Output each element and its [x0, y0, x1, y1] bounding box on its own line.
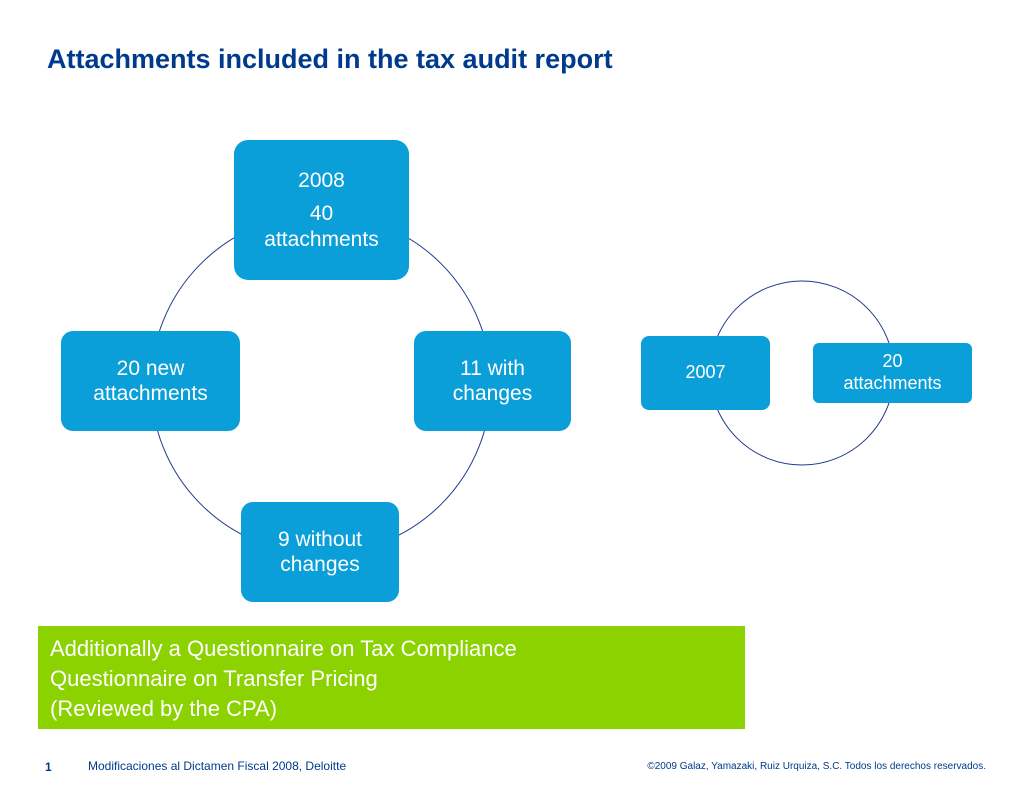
box-2007-year: 2007	[685, 362, 726, 383]
page-number: 1	[45, 760, 52, 774]
note-line-3: (Reviewed by the CPA)	[50, 696, 278, 721]
box-new-attachments-line1: 20 new	[116, 356, 185, 380]
box-2007-count: 20	[882, 351, 903, 372]
slide-title: Attachments included in the tax audit re…	[47, 44, 613, 74]
box-2007-attachments: 20 attachments	[813, 343, 972, 403]
box-2007: 2007	[641, 336, 770, 410]
box-without-changes-line1: 9 without	[277, 527, 363, 551]
box-without-changes-line2: changes	[280, 553, 360, 576]
box-2008-count: 40	[309, 202, 334, 226]
box-2007-unit: attachments	[843, 373, 942, 393]
box-2008-unit: attachments	[264, 227, 379, 251]
box-2008-year: 2008	[298, 169, 345, 193]
footer-copyright: ©2009 Galaz, Yamazaki, Ruiz Urquiza, S.C…	[647, 761, 986, 772]
box-new-attachments-line2: attachments	[93, 382, 208, 405]
footer-source: Modificaciones al Dictamen Fiscal 2008, …	[88, 759, 347, 773]
box-2008-attachments: 2008 40 attachments	[234, 140, 409, 280]
box-with-changes-line2: changes	[452, 382, 533, 405]
box-with-changes: 11 with changes	[414, 331, 571, 431]
note-line-1: Additionally a Questionnaire on Tax Comp…	[50, 636, 517, 661]
box-new-attachments: 20 new attachments	[61, 331, 240, 431]
box-without-changes: 9 without changes	[241, 502, 399, 602]
note-line-2: Questionnaire on Transfer Pricing	[50, 666, 378, 691]
questionnaire-note: Additionally a Questionnaire on Tax Comp…	[38, 626, 745, 729]
box-with-changes-line1: 11 with	[460, 356, 525, 380]
